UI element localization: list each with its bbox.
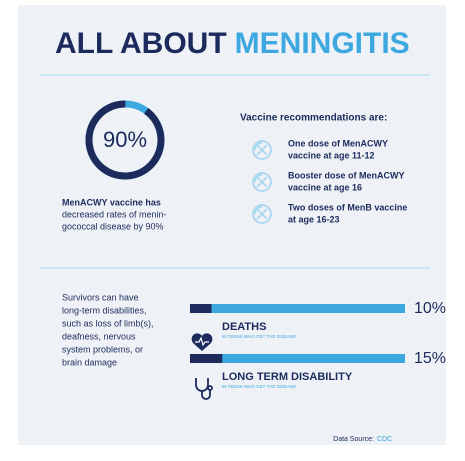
survivor-text: system problems, or: [62, 344, 143, 354]
icon-ring: [252, 140, 272, 160]
source-name: CDC: [377, 436, 392, 443]
stat-caption: decreased rates of menin-: [62, 209, 167, 219]
vaccine-icon: [252, 172, 272, 192]
title: ALL ABOUT MENINGITIS: [55, 27, 410, 60]
bar-label: 10%: [414, 300, 446, 317]
survivor-text: long-term disabilities,: [62, 305, 147, 315]
icon-cross: [254, 174, 268, 188]
bar-track: [190, 354, 405, 363]
vaccine-text: vaccine at age 16: [288, 182, 362, 192]
survivor-text: Survivors can have: [62, 292, 139, 302]
icon-cross: [254, 142, 268, 156]
heart-icon: [191, 333, 213, 351]
outcome-note: IN TEENS WHO GET THE DISEASE: [222, 334, 296, 339]
title-part: MENINGITIS: [235, 27, 410, 60]
vaccine-icon: [252, 204, 272, 224]
stat-label: 90%: [103, 127, 147, 152]
bar-value: [190, 304, 212, 313]
bar-value: [190, 354, 223, 363]
vaccine-text: vaccine at age 11-12: [288, 150, 375, 160]
ring-value: [85, 100, 165, 180]
vaccine-text: Two doses of MenB vaccine: [288, 202, 407, 212]
icon-cross: [254, 206, 268, 220]
outcome-name: DEATHS: [222, 321, 266, 333]
bar-label: 15%: [414, 350, 446, 367]
outcome-name: LONG TERM DISABILITY: [222, 371, 353, 383]
stat-caption: MenACWY vaccine has: [62, 197, 161, 207]
vaccine-text: Booster dose of MenACWY: [288, 170, 405, 180]
bar-track: [190, 304, 405, 313]
title-part: ALL ABOUT: [55, 27, 227, 60]
survivor-text: deafness, nervous: [62, 331, 136, 341]
survivor-text: brain damage: [62, 357, 117, 367]
icon-ring: [252, 204, 272, 224]
icon-ring: [252, 172, 272, 192]
survivor-text: such as loss of limb(s),: [62, 318, 154, 328]
vaccine-icon: [252, 140, 272, 160]
stethoscope-icon: [195, 378, 213, 400]
outcome-note: IN TEENS WHO GET THE DISEASE: [222, 384, 296, 389]
vaccine-text: One dose of MenACWY: [288, 138, 388, 148]
source-prefix: Data Source:: [333, 436, 374, 443]
panel: [18, 5, 446, 445]
vaccine-text: at age 16-23: [288, 214, 340, 224]
stat-caption: gococcal disease by 90%: [62, 221, 164, 231]
vaccine-heading: Vaccine recommendations are:: [240, 113, 387, 124]
